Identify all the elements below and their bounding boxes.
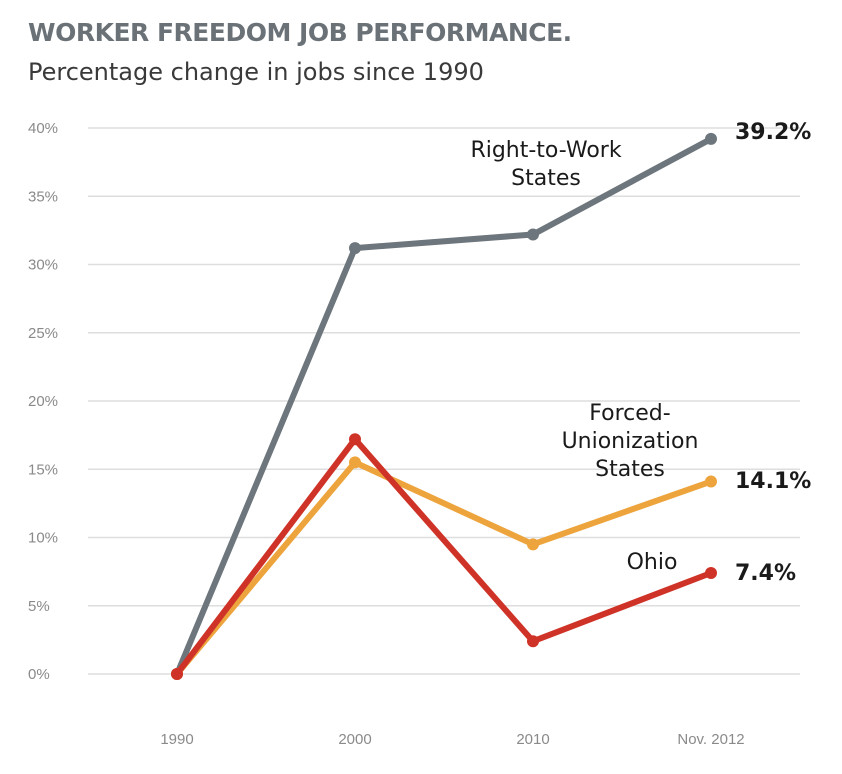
- series-end-value-label: 7.4%: [735, 561, 796, 586]
- y-tick-label: 5%: [28, 598, 50, 615]
- series-labels: Right-to-Work States 39.2% Forced- Unionizat…: [470, 120, 811, 586]
- series-name-label: Unionization: [562, 429, 699, 454]
- data-point: [705, 566, 717, 579]
- series-lines: [171, 132, 717, 680]
- y-tick-label: 25%: [28, 325, 58, 342]
- series-name-label: Ohio: [627, 550, 678, 575]
- y-tick-label: 40%: [28, 120, 58, 137]
- y-tick-label: 20%: [28, 393, 58, 410]
- data-point: [527, 228, 539, 241]
- y-tick-label: 10%: [28, 530, 58, 547]
- grid-lines: [88, 127, 800, 675]
- y-tick-label: 35%: [28, 188, 58, 205]
- chart-title: WORKER FREEDOM JOB PERFORMANCE.: [28, 18, 572, 47]
- series-line: [174, 436, 714, 677]
- data-point: [705, 132, 717, 145]
- y-tick-label: 30%: [28, 257, 58, 274]
- data-point: [171, 668, 183, 680]
- y-axis-tick-labels: 0% 5% 10% 15% 20% 25% 30% 35% 40%: [28, 120, 58, 683]
- series-name-label: Right-to-Work: [470, 138, 621, 163]
- series-end-value-label: 14.1%: [735, 469, 811, 494]
- data-point: [349, 456, 361, 469]
- x-tick-label: Nov. 2012: [677, 731, 744, 748]
- x-tick-label: 1990: [160, 731, 193, 748]
- x-tick-label: 2000: [338, 731, 371, 748]
- y-tick-label: 15%: [28, 461, 58, 478]
- series-name-label: Forced-: [589, 401, 670, 426]
- data-point: [349, 242, 361, 255]
- x-tick-label: 2010: [516, 731, 549, 748]
- series-end-value-label: 39.2%: [735, 120, 811, 145]
- y-tick-label: 0%: [28, 666, 50, 683]
- data-point: [527, 538, 539, 551]
- chart-subtitle: Percentage change in jobs since 1990: [28, 58, 484, 86]
- data-point: [527, 635, 539, 648]
- series-line: [174, 459, 714, 677]
- series-line: [174, 135, 714, 677]
- data-point: [349, 433, 361, 446]
- series-name-label: States: [511, 166, 581, 191]
- data-point: [705, 475, 717, 488]
- series-name-label: States: [595, 457, 665, 482]
- x-axis-tick-labels: 1990 2000 2010 Nov. 2012: [160, 731, 744, 748]
